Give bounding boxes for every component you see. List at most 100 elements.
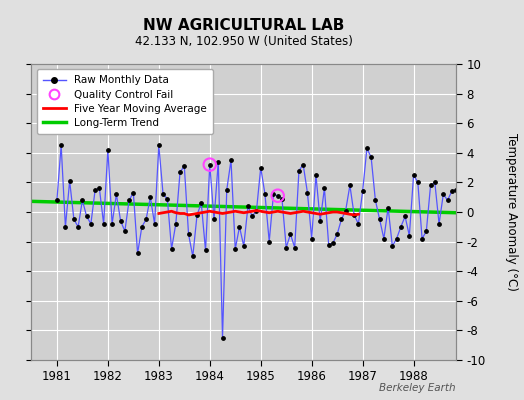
Point [413,179,422,186]
Point [308,236,316,242]
Point [252,207,260,214]
Point [239,243,248,249]
Point [167,246,176,252]
Point [219,334,227,341]
Point [100,221,108,227]
Point [125,197,133,203]
Y-axis label: Temperature Anomaly (°C): Temperature Anomaly (°C) [505,133,518,291]
Point [197,200,205,206]
Point [290,244,299,251]
Point [350,212,358,218]
Point [282,244,290,251]
Point [134,250,142,257]
Point [265,238,274,245]
Point [299,162,308,168]
Point [193,212,201,218]
Point [248,213,256,220]
Point [146,194,155,200]
Point [104,147,112,153]
Point [184,231,193,237]
Point [150,221,159,227]
Point [142,216,150,222]
Point [261,191,269,198]
Point [155,142,163,148]
Point [159,191,167,198]
Point [367,154,375,160]
Point [392,236,401,242]
Point [375,216,384,222]
Point [435,221,443,227]
Point [274,192,282,199]
Point [129,190,137,196]
Point [180,163,189,169]
Point [342,207,350,214]
Point [329,240,337,246]
Point [138,224,146,230]
Point [78,197,86,203]
Point [320,185,329,192]
Point [346,182,354,188]
Point [363,145,371,152]
Point [418,236,426,242]
Point [447,188,456,194]
Point [244,203,252,209]
Point [397,224,405,230]
Point [439,191,447,198]
Point [295,167,303,174]
Point [312,172,320,178]
Point [401,213,409,220]
Point [70,216,78,222]
Point [405,232,413,239]
Point [176,169,184,175]
Point [231,246,239,252]
Point [86,221,95,227]
Point [431,179,439,186]
Point [66,178,74,184]
Point [303,190,312,196]
Text: 42.133 N, 102.950 W (United States): 42.133 N, 102.950 W (United States) [135,36,353,48]
Point [74,224,82,230]
Point [380,236,388,242]
Point [95,185,104,192]
Point [172,221,180,227]
Point [456,194,464,200]
Point [333,231,341,237]
Point [210,216,218,222]
Legend: Raw Monthly Data, Quality Control Fail, Five Year Moving Average, Long-Term Tren: Raw Monthly Data, Quality Control Fail, … [37,69,213,134]
Point [422,228,431,234]
Point [53,197,61,203]
Point [61,224,70,230]
Point [371,197,379,203]
Point [91,186,100,193]
Point [189,253,197,260]
Point [443,197,452,203]
Text: Berkeley Earth: Berkeley Earth [379,383,456,393]
Point [82,213,91,220]
Point [316,218,324,224]
Point [116,218,125,224]
Point [121,228,129,234]
Point [205,162,214,168]
Point [278,196,286,202]
Point [388,243,397,249]
Point [163,196,171,202]
Point [108,221,116,227]
Point [409,172,418,178]
Point [384,204,392,211]
Point [274,192,282,199]
Point [235,224,244,230]
Point [337,216,346,222]
Text: NW AGRICULTURAL LAB: NW AGRICULTURAL LAB [143,18,344,34]
Point [358,188,367,194]
Point [57,142,66,148]
Point [214,158,223,165]
Point [205,162,214,168]
Point [286,231,294,237]
Point [324,241,333,248]
Point [354,221,363,227]
Point [257,164,265,171]
Point [223,186,231,193]
Point [427,182,435,188]
Point [112,191,121,198]
Point [452,186,460,193]
